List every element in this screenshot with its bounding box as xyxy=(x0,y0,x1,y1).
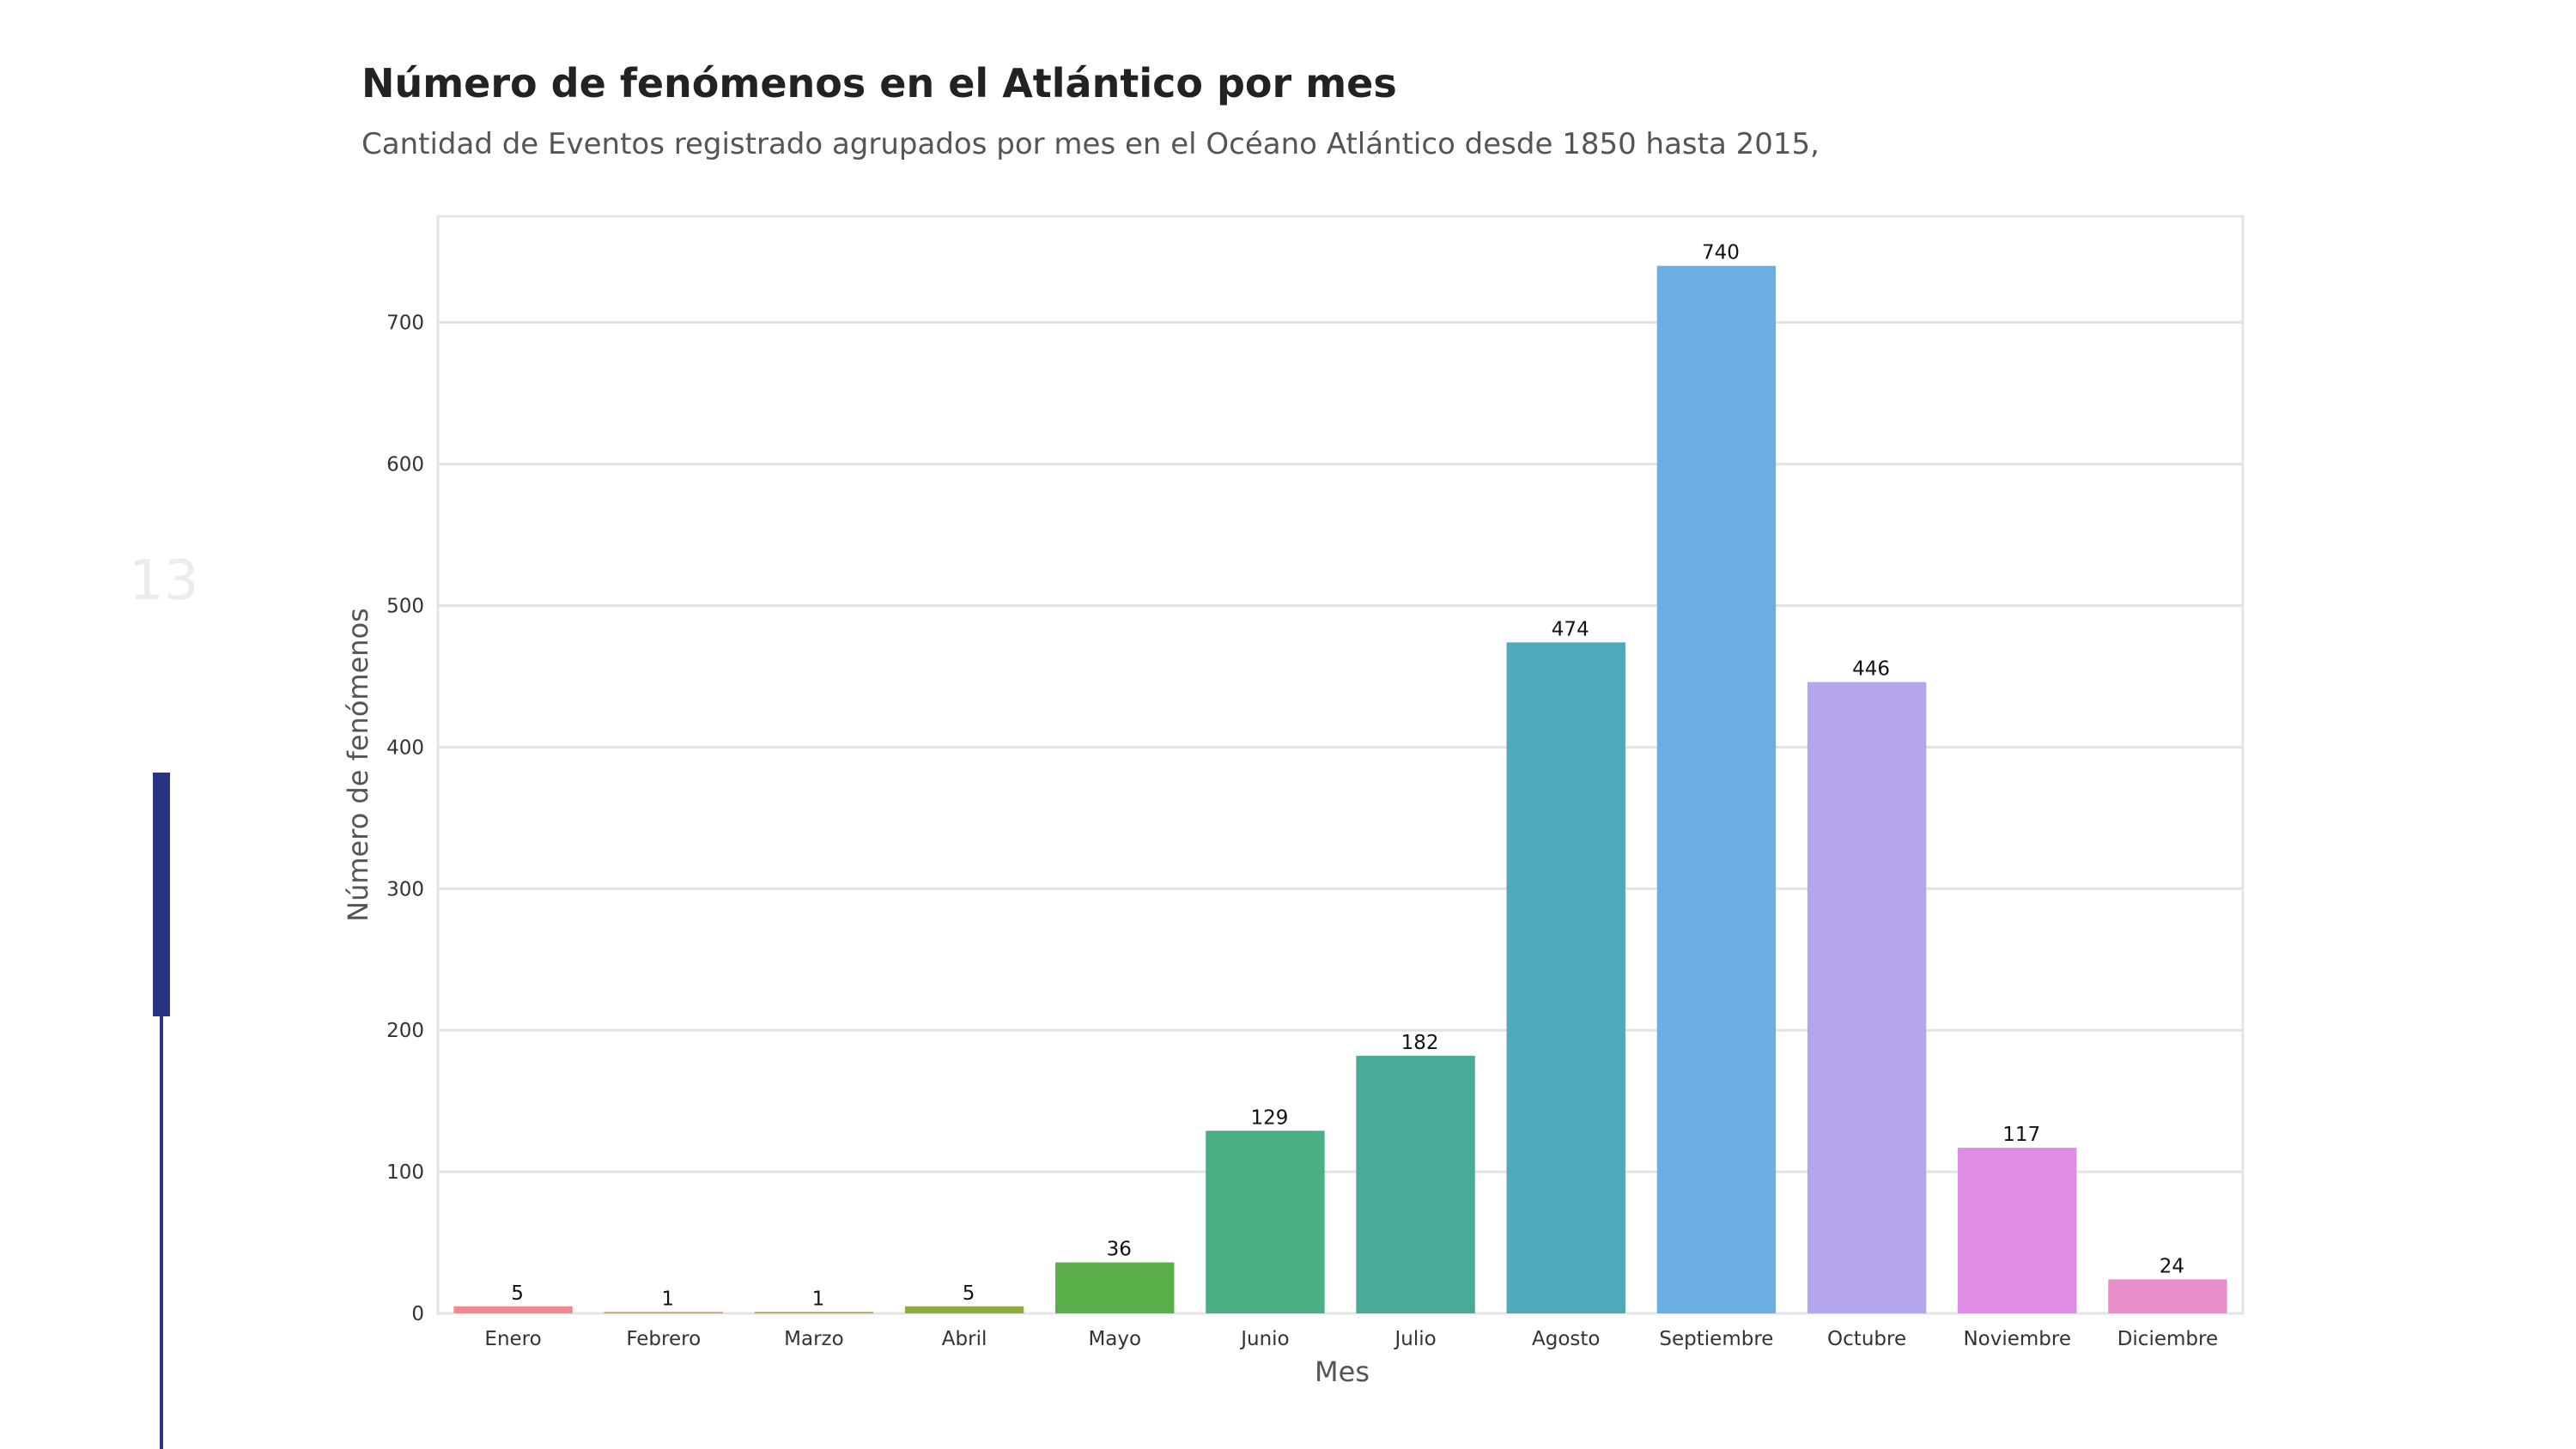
x-tick-label: Febrero xyxy=(626,1328,701,1350)
y-tick-label: 500 xyxy=(386,595,424,617)
chart-title: Número de fenómenos en el Atlántico por … xyxy=(361,60,1397,106)
x-tick-label: Julio xyxy=(1393,1328,1436,1350)
y-tick-label: 700 xyxy=(386,312,424,335)
data-label: 740 xyxy=(1702,242,1740,264)
data-label: 36 xyxy=(1107,1239,1132,1261)
x-axis-title: Mes xyxy=(1315,1355,1370,1388)
bar-noviembre xyxy=(1958,1148,2077,1313)
x-tick-label: Septiembre xyxy=(1659,1328,1773,1350)
data-label: 5 xyxy=(963,1282,975,1305)
accent-line xyxy=(160,1016,163,1449)
y-tick-label: 0 xyxy=(411,1303,424,1325)
bar-octubre xyxy=(1807,682,1927,1313)
y-tick-label: 600 xyxy=(386,454,424,476)
bar-diciembre xyxy=(2108,1279,2227,1313)
data-label: 474 xyxy=(1552,618,1589,640)
data-label: 24 xyxy=(2160,1255,2184,1277)
y-axis-title: Número de fenómenos xyxy=(342,608,374,922)
bar-abril xyxy=(904,1306,1024,1313)
chart-subtitle: Cantidad de Eventos registrado agrupados… xyxy=(361,127,1820,161)
y-tick-label: 400 xyxy=(386,737,424,759)
bar-junio xyxy=(1206,1131,1325,1313)
bar-agosto xyxy=(1506,642,1625,1313)
bar-mayo xyxy=(1055,1262,1175,1313)
x-tick-label: Noviembre xyxy=(1963,1328,2071,1350)
x-tick-label: Diciembre xyxy=(2117,1328,2218,1350)
y-tick-label: 100 xyxy=(386,1161,424,1184)
bar-enero xyxy=(453,1306,573,1313)
data-label: 182 xyxy=(1401,1032,1439,1054)
plot-area xyxy=(436,215,2245,1315)
data-label: 117 xyxy=(2002,1124,2040,1146)
data-label: 446 xyxy=(1852,658,1890,681)
data-label: 129 xyxy=(1250,1106,1288,1129)
x-tick-label: Marzo xyxy=(784,1328,844,1350)
data-label: 1 xyxy=(812,1288,825,1310)
bar-febrero xyxy=(604,1312,723,1313)
y-tick-label: 300 xyxy=(386,878,424,900)
bar-julio xyxy=(1356,1055,1475,1313)
x-tick-label: Octubre xyxy=(1827,1328,1906,1350)
x-tick-label: Agosto xyxy=(1532,1328,1600,1350)
x-tick-label: Enero xyxy=(484,1328,541,1350)
accent-bar xyxy=(153,773,170,1016)
bar-septiembre xyxy=(1656,265,1777,1314)
x-tick-label: Junio xyxy=(1239,1328,1289,1350)
data-label: 1 xyxy=(661,1288,674,1310)
x-tick-label: Mayo xyxy=(1088,1328,1141,1350)
y-tick-label: 200 xyxy=(386,1020,424,1042)
bar-marzo xyxy=(754,1312,874,1313)
slide-number: 13 xyxy=(129,549,199,613)
x-tick-label: Abril xyxy=(942,1328,987,1350)
data-label: 5 xyxy=(511,1282,524,1305)
